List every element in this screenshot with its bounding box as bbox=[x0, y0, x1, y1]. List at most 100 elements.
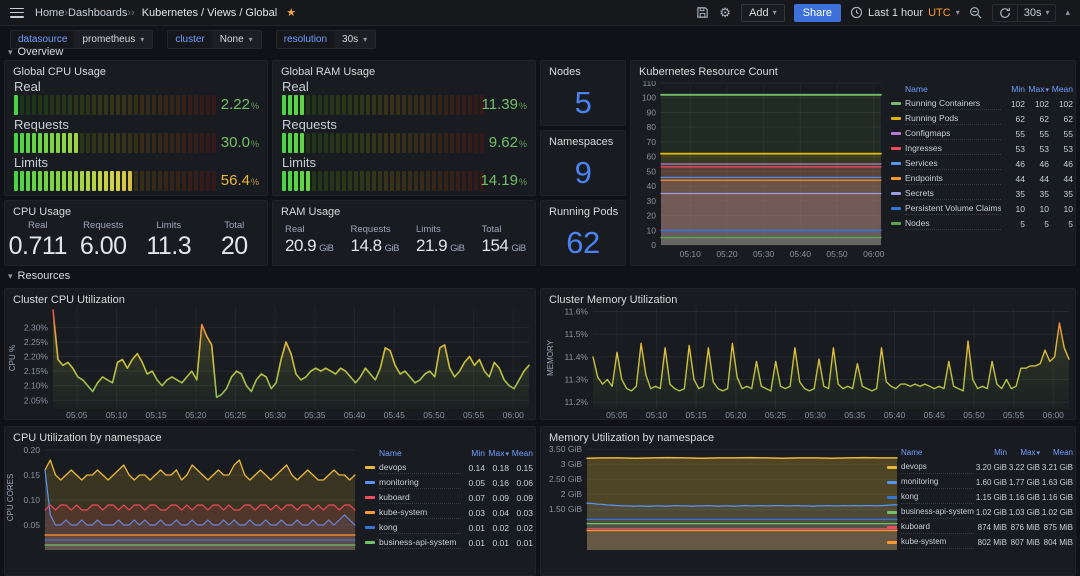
row-header-resources[interactable]: ▾ Resources bbox=[8, 270, 71, 282]
panel-ram-usage: RAM Usage Real 20.9 GiB Requests 14.8 GiB Limi… bbox=[272, 200, 536, 266]
legend-series-name[interactable]: monitoring bbox=[379, 476, 461, 489]
gauge-cell bbox=[176, 95, 180, 115]
gauge-cell bbox=[50, 171, 54, 191]
gauge-cell bbox=[152, 171, 156, 191]
breadcrumb-items: Home›Dashboards›› bbox=[35, 7, 135, 19]
gauge-cell bbox=[408, 171, 412, 191]
legend-col-mean[interactable]: Mean bbox=[511, 447, 533, 458]
collapse-chevron-icon[interactable]: ▴ bbox=[1065, 7, 1070, 17]
time-range-picker[interactable]: Last 1 hour UTC ▾ bbox=[850, 6, 960, 19]
legend-col-min[interactable]: Min bbox=[1011, 83, 1025, 94]
legend-value: 876 MiB bbox=[1010, 523, 1040, 532]
gauge-cell bbox=[20, 133, 24, 153]
legend-col-min[interactable]: Min bbox=[994, 448, 1007, 457]
variable-value-dropdown[interactable]: prometheus ▾ bbox=[74, 30, 153, 48]
legend-series-name[interactable]: Nodes bbox=[905, 217, 1001, 230]
resource-count-chart[interactable]: 0 10 20 30 40 50 60 70 80 90 100 110 05:10 05:20 05:30… bbox=[631, 81, 1077, 265]
breadcrumb-link[interactable]: Home bbox=[35, 6, 65, 19]
legend-header: Name Min Max▾ Mean bbox=[365, 445, 533, 460]
favorite-star-icon[interactable]: ★ bbox=[286, 7, 297, 19]
panel-title[interactable]: Global CPU Usage bbox=[13, 66, 106, 78]
legend-col-max[interactable]: Max▾ bbox=[1020, 448, 1040, 457]
variable-cluster[interactable]: cluster None ▾ bbox=[167, 29, 262, 49]
legend-series-name[interactable]: Endpoints bbox=[905, 172, 1001, 185]
share-button[interactable]: Share bbox=[793, 3, 842, 22]
legend-series-name[interactable]: kong bbox=[379, 521, 461, 534]
panel-title[interactable]: RAM Usage bbox=[281, 206, 341, 218]
legend-col-min[interactable]: Min bbox=[471, 447, 485, 458]
breadcrumb-link[interactable]: Dashboards bbox=[68, 6, 128, 19]
page-title[interactable]: Kubernetes / Views / Global bbox=[141, 6, 278, 19]
save-dashboard-icon[interactable] bbox=[695, 6, 709, 20]
panel-title[interactable]: CPU Usage bbox=[13, 206, 72, 218]
panel-title[interactable]: Nodes bbox=[549, 66, 581, 78]
panel-title[interactable]: Kubernetes Resource Count bbox=[639, 66, 778, 78]
legend-series-name[interactable]: kuboard bbox=[379, 491, 461, 504]
row-header-overview[interactable]: ▾ Overview bbox=[8, 46, 64, 58]
legend-series-name[interactable]: monitoring bbox=[901, 476, 974, 489]
legend-series-name[interactable]: Running Containers bbox=[905, 97, 1001, 110]
gauge-cell bbox=[56, 133, 60, 153]
gauge-cell bbox=[336, 95, 340, 115]
legend-col-name[interactable]: Name bbox=[901, 447, 923, 457]
legend-value: 1.16 GiB bbox=[1008, 493, 1040, 502]
gauge-cell bbox=[122, 171, 126, 191]
legend-series-name[interactable]: kube-system bbox=[901, 536, 974, 549]
panel-title[interactable]: Namespaces bbox=[549, 136, 614, 148]
cluster-cpu-chart[interactable]: 2.30% 2.25% 2.20% 2.15% 2.10% 2.05% 05:05 05:10… bbox=[5, 305, 537, 419]
legend-col-max[interactable]: Max▾ bbox=[1028, 83, 1049, 94]
svg-text:11.4%: 11.4% bbox=[565, 352, 589, 362]
dashboard-settings-icon[interactable]: ⚙ bbox=[719, 5, 731, 20]
refresh-interval-label: 30s bbox=[1023, 6, 1042, 19]
legend-series-name[interactable]: Ingresses bbox=[905, 142, 1001, 155]
panel-title[interactable]: Running Pods bbox=[549, 206, 619, 218]
panel-title[interactable]: Global RAM Usage bbox=[281, 66, 376, 78]
legend-series-name[interactable]: Running Pods bbox=[905, 112, 1001, 125]
legend-series-name[interactable]: kong bbox=[901, 491, 974, 504]
gauge-cell bbox=[56, 95, 60, 115]
menu-icon[interactable] bbox=[10, 7, 24, 18]
cluster-memory-chart[interactable]: 11.6% 11.5% 11.4% 11.3% 11.2% 05:05 05:10 05:15… bbox=[541, 305, 1077, 419]
zoom-out-icon[interactable] bbox=[969, 6, 983, 20]
legend-value: 3.22 GiB bbox=[1008, 463, 1040, 472]
legend-series-name[interactable]: business-api-system bbox=[901, 506, 974, 519]
series-color-dash bbox=[891, 207, 901, 210]
legend-series-name[interactable]: kube-system bbox=[379, 506, 461, 519]
legend-col-max[interactable]: Max▾ bbox=[488, 447, 509, 458]
gauge-cell bbox=[182, 171, 186, 191]
gauge-cell bbox=[360, 133, 364, 153]
variable-resolution[interactable]: resolution 30s ▾ bbox=[275, 29, 377, 49]
legend-series-name[interactable]: Services bbox=[905, 157, 1001, 170]
legend-series-name[interactable]: Persistent Volume Claims bbox=[905, 203, 1001, 215]
gauge-cell bbox=[288, 133, 292, 153]
variable-value-dropdown[interactable]: 30s ▾ bbox=[334, 30, 376, 48]
gauge-cell bbox=[420, 95, 424, 115]
add-button[interactable]: Add ▾ bbox=[741, 3, 785, 22]
svg-text:05:50: 05:50 bbox=[963, 410, 985, 419]
legend-series-name[interactable]: devops bbox=[901, 461, 974, 474]
legend-series-name[interactable]: Configmaps bbox=[905, 127, 1001, 140]
svg-text:3.50 GiB: 3.50 GiB bbox=[549, 444, 582, 454]
gauge-cell bbox=[134, 95, 138, 115]
stat-label: Total bbox=[224, 219, 245, 231]
gauge-cell bbox=[402, 133, 406, 153]
panel-title[interactable]: CPU Utilization by namespace bbox=[13, 432, 162, 444]
refresh-interval-picker[interactable]: 30s ▾ bbox=[1016, 4, 1056, 21]
panel-title[interactable]: Memory Utilization by namespace bbox=[549, 432, 715, 444]
panel-title[interactable]: Cluster Memory Utilization bbox=[549, 294, 678, 306]
legend-col-name[interactable]: Name bbox=[905, 83, 928, 94]
variable-datasource[interactable]: datasource prometheus ▾ bbox=[10, 29, 154, 49]
legend-col-mean[interactable]: Mean bbox=[1052, 448, 1073, 457]
legend-header: Name Min Max▾ Mean bbox=[891, 81, 1073, 96]
gauge-cell bbox=[182, 95, 186, 115]
legend-series-name[interactable]: devops bbox=[379, 461, 461, 474]
legend-series-name[interactable]: Secrets bbox=[905, 187, 1001, 200]
gauge-cell bbox=[318, 171, 322, 191]
variable-value-dropdown[interactable]: None ▾ bbox=[211, 30, 261, 48]
legend-series-name[interactable]: business-api-system bbox=[379, 536, 461, 549]
panel-title[interactable]: Cluster CPU Utilization bbox=[13, 294, 125, 306]
legend-col-name[interactable]: Name bbox=[379, 447, 402, 458]
legend-series-name[interactable]: kuboard bbox=[901, 521, 974, 534]
refresh-button[interactable] bbox=[993, 5, 1017, 21]
legend-col-mean[interactable]: Mean bbox=[1051, 83, 1073, 94]
